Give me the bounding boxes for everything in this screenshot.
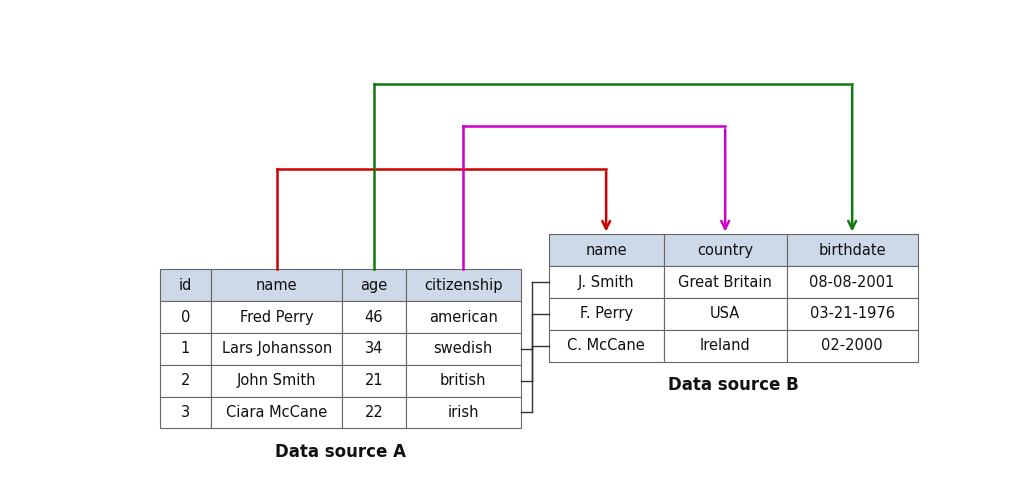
Text: country: country [697, 243, 754, 258]
Bar [160, 269, 211, 301]
Bar [211, 301, 342, 333]
Bar [342, 397, 406, 428]
Bar [342, 365, 406, 397]
Bar [406, 397, 521, 428]
Bar [786, 266, 918, 298]
Bar [549, 234, 664, 266]
Text: british: british [440, 373, 486, 388]
Bar [211, 269, 342, 301]
Text: 46: 46 [365, 309, 383, 325]
Bar [786, 234, 918, 266]
Bar [342, 269, 406, 301]
Bar [664, 298, 786, 330]
Text: 08-08-2001: 08-08-2001 [810, 275, 895, 290]
Text: 21: 21 [365, 373, 383, 388]
Text: citizenship: citizenship [424, 278, 503, 293]
Bar [786, 330, 918, 362]
Bar [549, 266, 664, 298]
Text: 0: 0 [181, 309, 190, 325]
Bar [160, 365, 211, 397]
Text: Data source A: Data source A [274, 443, 406, 461]
Text: name: name [586, 243, 627, 258]
Text: birthdate: birthdate [818, 243, 886, 258]
Bar [786, 298, 918, 330]
Text: USA: USA [710, 306, 740, 322]
Text: J. Smith: J. Smith [578, 275, 635, 290]
Bar [160, 397, 211, 428]
Bar [342, 301, 406, 333]
Text: Lars Johansson: Lars Johansson [221, 341, 332, 356]
Bar [406, 333, 521, 365]
Bar [211, 333, 342, 365]
Text: Fred Perry: Fred Perry [240, 309, 313, 325]
Text: age: age [360, 278, 388, 293]
Bar [211, 397, 342, 428]
Bar [664, 234, 786, 266]
Text: 03-21-1976: 03-21-1976 [810, 306, 895, 322]
Text: John Smith: John Smith [237, 373, 316, 388]
Text: american: american [429, 309, 498, 325]
Bar [664, 330, 786, 362]
Bar [664, 266, 786, 298]
Text: 02-2000: 02-2000 [821, 338, 883, 353]
Bar [406, 365, 521, 397]
Text: name: name [256, 278, 298, 293]
Text: 3: 3 [181, 405, 190, 420]
Text: swedish: swedish [434, 341, 493, 356]
Bar [406, 269, 521, 301]
Text: F. Perry: F. Perry [580, 306, 633, 322]
Text: irish: irish [447, 405, 479, 420]
Bar [549, 298, 664, 330]
Text: 2: 2 [181, 373, 190, 388]
Text: id: id [179, 278, 193, 293]
Bar [406, 301, 521, 333]
Bar [160, 333, 211, 365]
Text: 22: 22 [365, 405, 383, 420]
Bar [160, 301, 211, 333]
Bar [342, 333, 406, 365]
Text: Ireland: Ireland [699, 338, 751, 353]
Text: Data source B: Data source B [668, 376, 799, 394]
Text: Ciara McCane: Ciara McCane [226, 405, 328, 420]
Bar [549, 330, 664, 362]
Text: 1: 1 [181, 341, 190, 356]
Text: 34: 34 [365, 341, 383, 356]
Bar [211, 365, 342, 397]
Text: Great Britain: Great Britain [678, 275, 772, 290]
Text: C. McCane: C. McCane [567, 338, 645, 353]
